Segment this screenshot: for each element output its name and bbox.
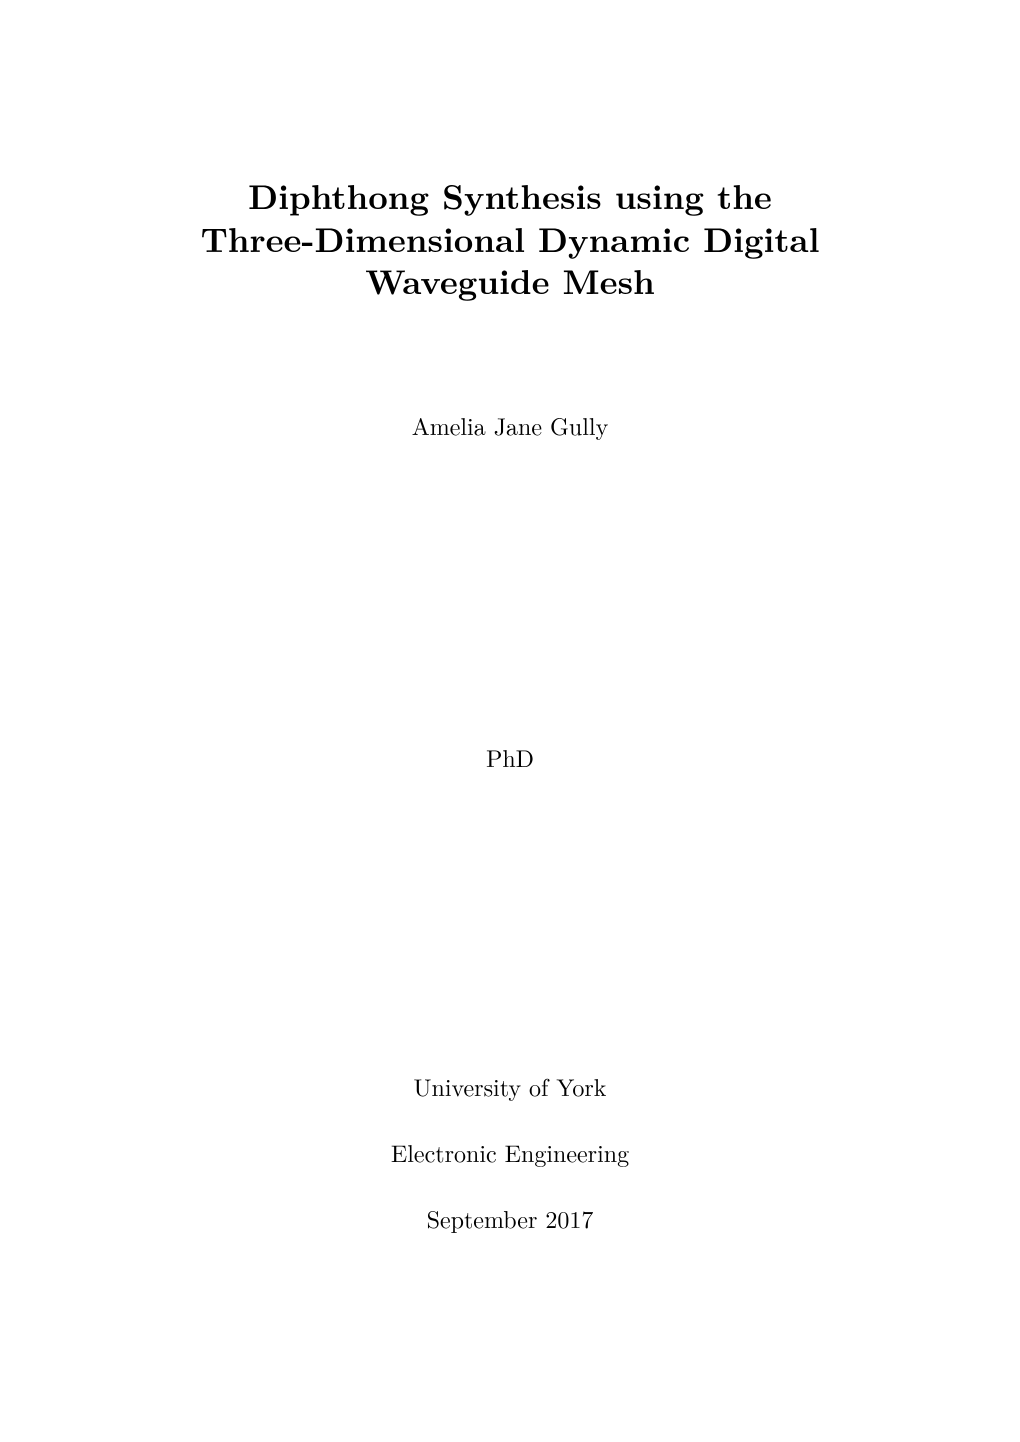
title-line-2: Three-Dimensional Dynamic Digital bbox=[140, 218, 880, 261]
degree-label: PhD bbox=[140, 740, 880, 774]
title-page: Diphthong Synthesis using the Three-Dime… bbox=[0, 0, 1020, 1442]
title-line-1: Diphthong Synthesis using the bbox=[140, 175, 880, 218]
department-name: Electronic Engineering bbox=[140, 1135, 880, 1169]
affiliation-block: University of York Electronic Engineerin… bbox=[140, 1069, 880, 1235]
thesis-title: Diphthong Synthesis using the Three-Dime… bbox=[140, 175, 880, 303]
university-name: University of York bbox=[140, 1069, 880, 1103]
author-name: Amelia Jane Gully bbox=[140, 408, 880, 442]
title-line-3: Waveguide Mesh bbox=[140, 260, 880, 303]
submission-date: September 2017 bbox=[140, 1201, 880, 1235]
